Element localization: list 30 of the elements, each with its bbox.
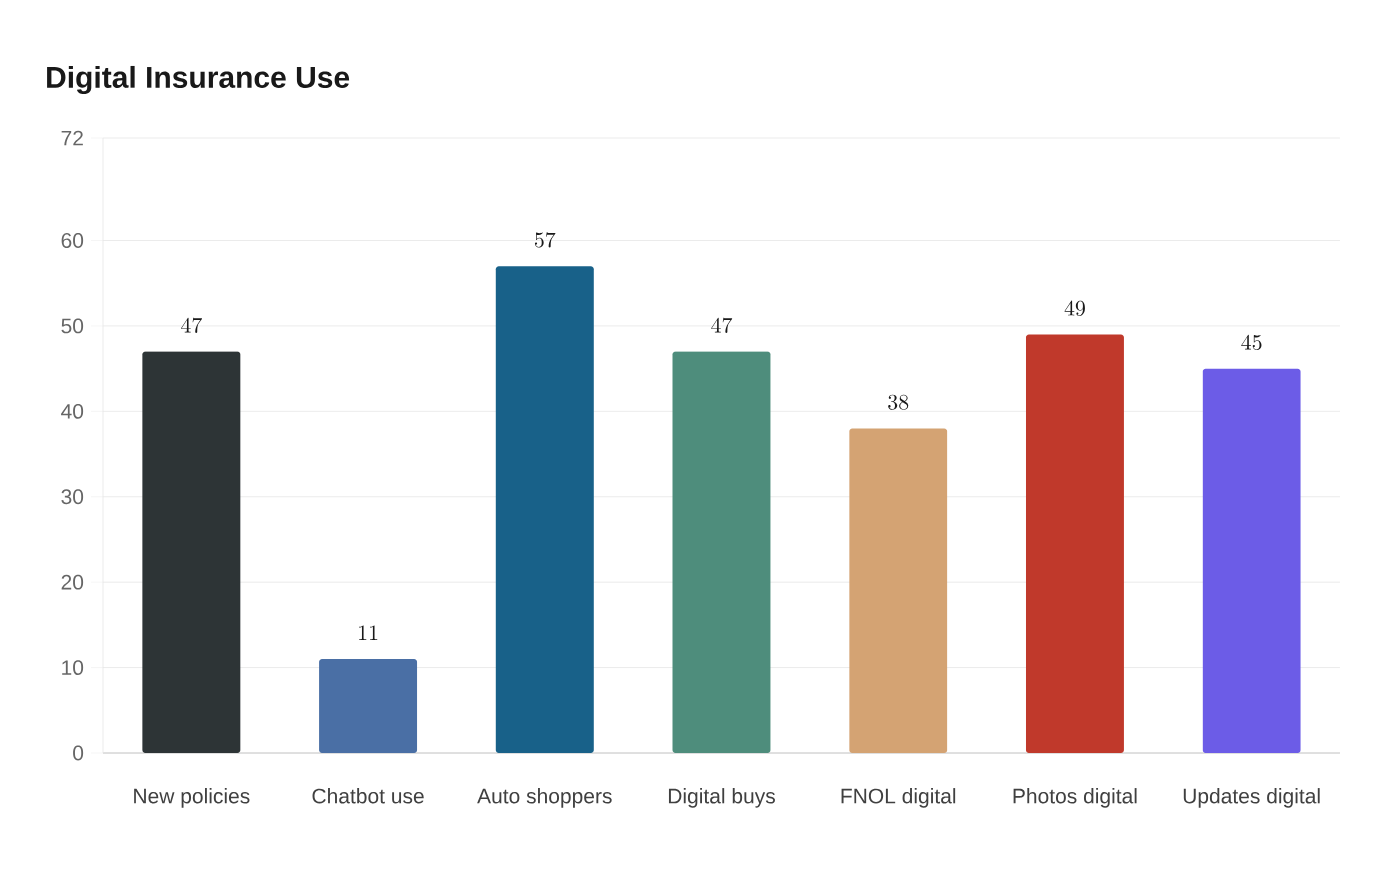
y-tick-label: 30 bbox=[61, 489, 84, 505]
chart-title: Digital Insurance Use bbox=[47, 65, 350, 95]
x-tick-label: Auto shoppers bbox=[477, 788, 612, 808]
data-label: 38 bbox=[888, 394, 909, 410]
y-tick-label: 72 bbox=[61, 130, 83, 146]
bar bbox=[849, 428, 948, 753]
data-label: 47 bbox=[711, 317, 733, 333]
data-label: 57 bbox=[534, 232, 556, 248]
y-tick-label: 20 bbox=[61, 574, 84, 590]
x-tick-label: Photos digital bbox=[1013, 788, 1137, 808]
y-tick-label: 40 bbox=[61, 403, 84, 419]
bar bbox=[142, 351, 241, 753]
data-label: 49 bbox=[1064, 300, 1085, 316]
bar bbox=[319, 659, 418, 753]
bar bbox=[495, 266, 594, 753]
bar bbox=[1025, 334, 1124, 753]
y-tick-label: 0 bbox=[73, 745, 84, 761]
data-label: 45 bbox=[1241, 334, 1262, 351]
y-tick-label: 50 bbox=[61, 318, 84, 334]
x-tick-label: New policies bbox=[134, 788, 250, 808]
y-tick-label: 60 bbox=[61, 233, 84, 248]
x-tick-label: Updates digital bbox=[1183, 788, 1320, 808]
y-tick-label: 10 bbox=[62, 660, 84, 676]
data-label: 47 bbox=[181, 317, 202, 333]
bar bbox=[672, 351, 771, 753]
x-tick-label: Digital buys bbox=[668, 788, 775, 808]
data-label: 11 bbox=[359, 625, 378, 640]
x-tick-label: FNOL digital bbox=[841, 788, 956, 808]
bar bbox=[1202, 368, 1301, 753]
x-tick-label: Chatbot use bbox=[312, 788, 424, 804]
